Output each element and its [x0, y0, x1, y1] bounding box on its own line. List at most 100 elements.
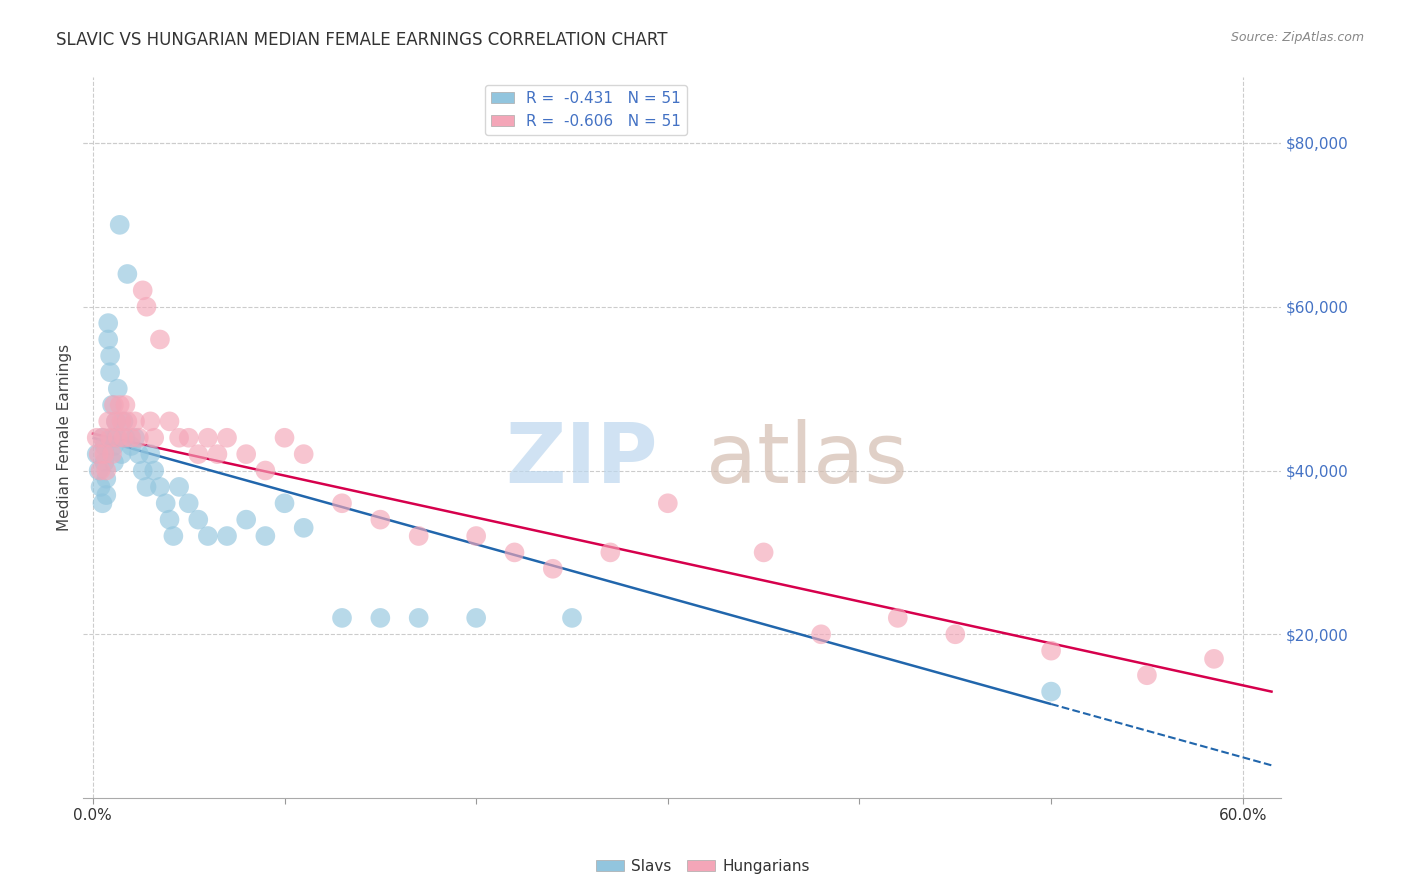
Point	[90, 480, 112, 494]
Point	[87, 447, 110, 461]
Point	[254, 529, 277, 543]
Point	[149, 333, 172, 347]
Point	[292, 521, 315, 535]
Text: Source: ZipAtlas.com: Source: ZipAtlas.com	[1230, 31, 1364, 45]
Point	[97, 414, 120, 428]
Point	[135, 300, 157, 314]
Point	[90, 463, 112, 477]
Point	[943, 627, 966, 641]
Point	[370, 513, 392, 527]
Point	[91, 496, 114, 510]
Point	[149, 480, 172, 494]
Point	[120, 439, 142, 453]
Point	[104, 431, 127, 445]
Point	[143, 431, 166, 445]
Point	[330, 611, 353, 625]
Point	[273, 431, 295, 445]
Point	[159, 513, 181, 527]
Point	[112, 431, 135, 445]
Point	[330, 496, 353, 510]
Point	[93, 455, 115, 469]
Y-axis label: Median Female Earnings: Median Female Earnings	[58, 344, 72, 532]
Point	[108, 218, 131, 232]
Point	[1202, 652, 1225, 666]
Point	[108, 398, 131, 412]
Point	[1040, 643, 1063, 657]
Point	[187, 513, 209, 527]
Point	[235, 513, 257, 527]
Point	[143, 463, 166, 477]
Point	[91, 431, 114, 445]
Point	[139, 447, 162, 461]
Point	[273, 496, 295, 510]
Point	[162, 529, 184, 543]
Point	[752, 545, 775, 559]
Point	[93, 447, 115, 461]
Text: ZIP: ZIP	[506, 419, 658, 500]
Point	[159, 414, 181, 428]
Point	[197, 529, 219, 543]
Point	[87, 463, 110, 477]
Point	[215, 529, 238, 543]
Point	[98, 431, 121, 445]
Point	[96, 463, 118, 477]
Point	[167, 431, 190, 445]
Point	[131, 463, 153, 477]
Point	[112, 414, 135, 428]
Point	[408, 529, 430, 543]
Point	[103, 439, 125, 453]
Point	[103, 455, 125, 469]
Point	[197, 431, 219, 445]
Point	[131, 284, 153, 298]
Point	[139, 414, 162, 428]
Point	[465, 611, 488, 625]
Point	[561, 611, 583, 625]
Point	[97, 333, 120, 347]
Point	[235, 447, 257, 461]
Point	[135, 480, 157, 494]
Point	[503, 545, 526, 559]
Point	[96, 488, 118, 502]
Point	[101, 431, 124, 445]
Point	[177, 496, 200, 510]
Point	[91, 431, 114, 445]
Point	[177, 431, 200, 445]
Point	[101, 447, 124, 461]
Point	[111, 414, 134, 428]
Point	[541, 562, 564, 576]
Point	[98, 349, 121, 363]
Point	[155, 496, 177, 510]
Legend: Slavs, Hungarians: Slavs, Hungarians	[591, 853, 815, 880]
Point	[86, 447, 108, 461]
Point	[207, 447, 229, 461]
Point	[111, 447, 134, 461]
Point	[370, 611, 392, 625]
Point	[887, 611, 910, 625]
Point	[465, 529, 488, 543]
Point	[103, 398, 125, 412]
Point	[292, 447, 315, 461]
Point	[124, 431, 146, 445]
Point	[117, 414, 139, 428]
Point	[810, 627, 832, 641]
Point	[124, 414, 146, 428]
Point	[114, 431, 136, 445]
Legend: R =  -0.431   N = 51, R =  -0.606   N = 51: R = -0.431 N = 51, R = -0.606 N = 51	[485, 85, 688, 135]
Point	[187, 447, 209, 461]
Point	[97, 316, 120, 330]
Point	[120, 431, 142, 445]
Point	[254, 463, 277, 477]
Point	[117, 267, 139, 281]
Point	[98, 365, 121, 379]
Point	[408, 611, 430, 625]
Point	[1136, 668, 1159, 682]
Point	[657, 496, 679, 510]
Point	[599, 545, 621, 559]
Point	[114, 398, 136, 412]
Point	[128, 431, 150, 445]
Point	[104, 414, 127, 428]
Point	[1040, 684, 1063, 698]
Point	[96, 472, 118, 486]
Text: SLAVIC VS HUNGARIAN MEDIAN FEMALE EARNINGS CORRELATION CHART: SLAVIC VS HUNGARIAN MEDIAN FEMALE EARNIN…	[56, 31, 668, 49]
Point	[104, 414, 127, 428]
